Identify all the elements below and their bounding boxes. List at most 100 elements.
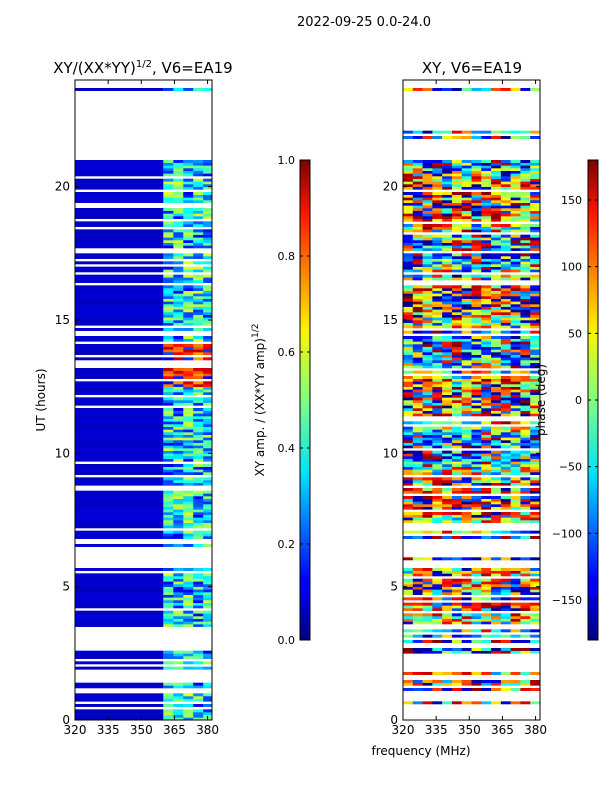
phase-cell bbox=[442, 650, 453, 654]
amp-cell bbox=[183, 584, 194, 587]
phase-cell bbox=[451, 181, 463, 185]
amp-cell bbox=[163, 197, 174, 201]
amp-cell bbox=[193, 194, 204, 198]
amp-cell bbox=[75, 696, 164, 699]
amp-cell bbox=[193, 482, 204, 486]
phase-cell bbox=[422, 488, 433, 491]
phase-cell bbox=[442, 589, 453, 593]
phase-cell bbox=[481, 640, 492, 643]
phase-cell bbox=[471, 261, 482, 265]
phase-cell bbox=[403, 346, 414, 350]
phase-cell bbox=[510, 589, 521, 593]
amp-cell bbox=[75, 384, 164, 387]
phase-cell bbox=[422, 357, 433, 361]
amp-cell bbox=[203, 490, 212, 494]
amp-cell bbox=[173, 453, 184, 457]
phase-cell bbox=[422, 490, 433, 494]
amp-cell bbox=[193, 184, 204, 187]
phase-cell bbox=[442, 317, 453, 321]
phase-cell bbox=[500, 136, 511, 139]
phase-cell bbox=[412, 186, 423, 190]
phase-cell bbox=[422, 330, 433, 334]
amp-cell bbox=[183, 469, 194, 473]
phase-cell bbox=[412, 482, 423, 486]
phase-cell bbox=[422, 136, 433, 139]
phase-cell bbox=[491, 613, 502, 617]
amp-cell bbox=[183, 224, 194, 227]
phase-cell bbox=[481, 130, 492, 134]
x-tick-label: 380 bbox=[524, 723, 547, 737]
phase-cell bbox=[412, 306, 423, 310]
phase-cell bbox=[510, 482, 521, 486]
phase-cell bbox=[530, 309, 540, 313]
phase-cell bbox=[432, 581, 443, 585]
phase-cell bbox=[491, 352, 502, 355]
phase-cell bbox=[412, 197, 423, 201]
phase-cell bbox=[422, 184, 433, 187]
phase-cell bbox=[451, 218, 463, 222]
phase-cell bbox=[500, 376, 511, 379]
phase-cell bbox=[530, 445, 540, 449]
amp-cell bbox=[163, 480, 174, 483]
phase-cell bbox=[471, 229, 482, 233]
phase-cell bbox=[442, 501, 453, 505]
amp-cell bbox=[75, 216, 164, 219]
phase-cell bbox=[500, 597, 511, 601]
phase-cell bbox=[510, 181, 521, 185]
phase-cell bbox=[432, 498, 443, 502]
phase-cell bbox=[530, 245, 540, 249]
phase-cell bbox=[471, 512, 482, 515]
phase-cell bbox=[442, 464, 453, 467]
phase-cell bbox=[422, 450, 433, 454]
phase-cell bbox=[500, 688, 511, 691]
amp-cell bbox=[203, 578, 212, 582]
phase-cell bbox=[500, 496, 511, 499]
phase-cell bbox=[481, 378, 492, 382]
amp-cell bbox=[173, 194, 184, 198]
phase-cell bbox=[403, 461, 414, 465]
amp-cell bbox=[203, 448, 212, 451]
phase-cell bbox=[412, 298, 423, 302]
phase-cell bbox=[422, 352, 433, 355]
phase-cell bbox=[422, 194, 433, 198]
amp-cell bbox=[183, 506, 194, 510]
amp-cell bbox=[183, 346, 194, 350]
phase-cell bbox=[520, 621, 531, 625]
amp-cell bbox=[183, 389, 194, 393]
amp-cell bbox=[75, 501, 164, 505]
amp-cell bbox=[75, 221, 164, 225]
amp-cell bbox=[173, 624, 184, 627]
phase-cell bbox=[461, 570, 472, 574]
phase-cell bbox=[403, 306, 414, 310]
phase-cell bbox=[412, 386, 423, 390]
phase-cell bbox=[471, 178, 482, 182]
amp-cell bbox=[173, 493, 184, 497]
amp-cell bbox=[75, 370, 164, 374]
phase-cell bbox=[471, 314, 482, 318]
phase-cell bbox=[461, 461, 472, 465]
phase-cell bbox=[442, 293, 453, 297]
amp-cell bbox=[173, 400, 184, 403]
amp-cell bbox=[183, 344, 194, 347]
phase-cell bbox=[491, 496, 502, 499]
phase-cell bbox=[403, 194, 414, 198]
phase-cell bbox=[510, 570, 521, 574]
amp-cell bbox=[193, 661, 204, 665]
colorbar-tick-label: −150 bbox=[552, 594, 582, 607]
phase-cell bbox=[412, 352, 423, 355]
amp-cell bbox=[173, 696, 184, 699]
phase-cell bbox=[500, 680, 511, 683]
phase-cell bbox=[520, 130, 531, 134]
phase-cell bbox=[500, 608, 511, 611]
amp-cell bbox=[173, 192, 184, 195]
colorbar-tick-label: 50 bbox=[568, 327, 582, 340]
phase-cell bbox=[500, 160, 511, 163]
amp-cell bbox=[203, 464, 212, 467]
phase-cell bbox=[491, 629, 502, 633]
amp-cell bbox=[173, 352, 184, 355]
phase-cell bbox=[500, 306, 511, 310]
phase-cell bbox=[481, 589, 492, 593]
phase-cell bbox=[461, 226, 472, 230]
phase-cell bbox=[510, 472, 521, 475]
phase-cell bbox=[481, 194, 492, 198]
